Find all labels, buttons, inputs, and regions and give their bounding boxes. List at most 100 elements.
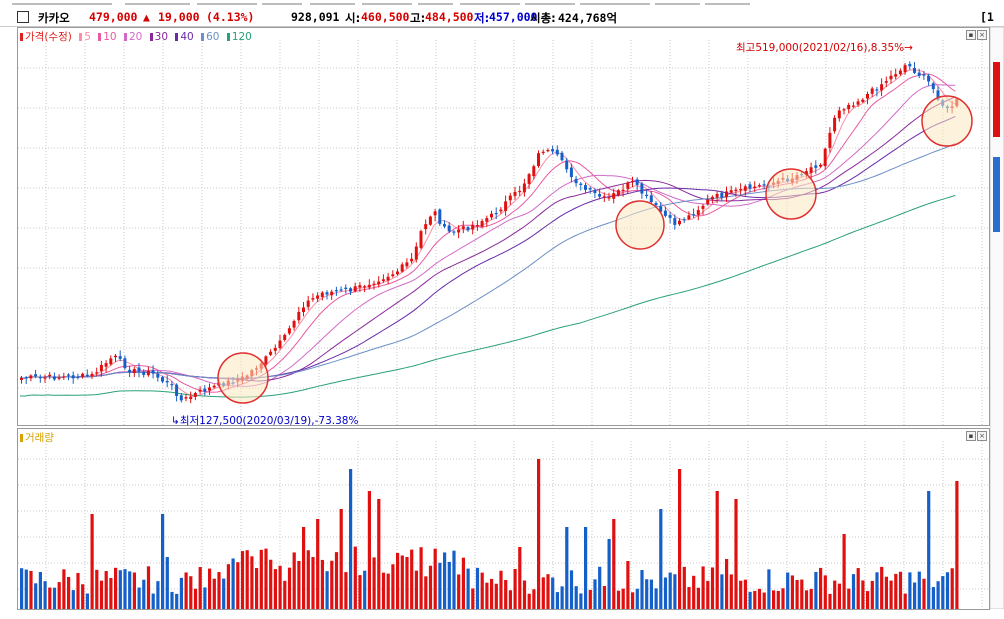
volume-bar [541, 577, 545, 609]
price-chart-panel[interactable]: 가격(수정) 5 10 20 30 40 60 120 ▪ × 최고519,00… [17, 27, 990, 427]
volume-bar [203, 587, 207, 609]
low-value: 457,000 [489, 10, 538, 24]
right-scale-bar[interactable] [990, 27, 1004, 609]
candle-body [410, 258, 414, 262]
candle-body [128, 369, 132, 373]
candle-body [377, 281, 381, 285]
volume-bar [678, 469, 682, 609]
candle-body [715, 193, 719, 198]
candle-body [396, 271, 399, 275]
volume-bar [706, 580, 710, 609]
candle-body [621, 189, 625, 191]
candle-body [649, 195, 653, 203]
volume-bar [950, 568, 954, 609]
volume-bar [24, 569, 28, 609]
volume-bar [240, 551, 245, 609]
candle-body [433, 211, 437, 216]
low-label: 저: [474, 11, 490, 25]
candle-body [725, 191, 728, 198]
candle-body [743, 186, 747, 191]
volume-bar [48, 587, 52, 609]
volume-bar [132, 572, 136, 609]
volume-bar [786, 572, 790, 609]
candle-body [311, 298, 315, 300]
volume-bar [743, 579, 747, 609]
volume-bar [311, 557, 315, 609]
volume-bar [306, 550, 310, 609]
volume-bar [349, 469, 353, 609]
legend-ma30: 30 [149, 31, 168, 43]
volume-bar [363, 570, 367, 609]
candle-body [814, 165, 818, 168]
candle-body [475, 225, 479, 227]
volume-bar [161, 514, 165, 609]
volume-bar [372, 557, 376, 609]
volume-panel-minimize-button[interactable]: ▪ [966, 431, 976, 441]
current-price: 479,000 [89, 10, 138, 24]
candle-body [640, 183, 644, 194]
candle-body [95, 372, 99, 374]
candle-body [659, 206, 663, 212]
candle-body [212, 385, 216, 388]
candle-body [287, 328, 291, 334]
legend-ma5: 5 [79, 31, 91, 43]
tab-strip-segment [125, 3, 190, 5]
volume-bar [146, 566, 151, 609]
candle-body [57, 377, 61, 379]
volume-panel-close-button[interactable]: × [977, 431, 987, 441]
ma-line-60 [19, 143, 956, 379]
period-tab[interactable]: [1 [980, 10, 994, 24]
volume-bar [156, 581, 160, 609]
candle-body [551, 149, 555, 152]
candle-body [391, 274, 395, 277]
volume-bar [114, 567, 118, 609]
high-annotation: 최고519,000(2021/02/16),8.35%→ [736, 40, 913, 55]
candle-body [184, 397, 188, 399]
volume-bar [137, 587, 141, 609]
candle-body [283, 334, 287, 340]
candle-body [165, 381, 169, 383]
tab-strip-segment [580, 3, 650, 5]
panel-minimize-button[interactable]: ▪ [966, 30, 976, 40]
volume-bar [504, 579, 508, 609]
volume-bar [62, 569, 66, 609]
candle-body [588, 188, 592, 190]
candle-body [161, 377, 164, 382]
volume-bar [894, 573, 898, 609]
volume-bar [833, 580, 837, 609]
volume-chart-panel[interactable]: 거래량 ▪ × [17, 428, 990, 610]
volume-bar [607, 539, 611, 609]
high-annotation-text: 최고519,000(2021/02/16),8.35% [736, 42, 905, 54]
volume-bar [819, 567, 823, 609]
legend-ma10-marker [98, 33, 102, 41]
panel-close-button[interactable]: × [977, 30, 987, 40]
candle-body [189, 396, 193, 400]
volume-bar [494, 583, 498, 609]
candle-body [579, 183, 583, 185]
candle-body [151, 370, 155, 374]
candle-body [673, 218, 677, 225]
candle-body [52, 376, 56, 380]
volume-bar [663, 577, 668, 609]
candle-body [861, 99, 865, 102]
candle-body [668, 215, 672, 218]
volume-bar [546, 574, 550, 609]
volume-bar [231, 558, 235, 609]
volume-bar [499, 570, 503, 609]
candle-body [34, 374, 38, 377]
select-checkbox[interactable] [17, 11, 29, 23]
candle-body [198, 389, 202, 392]
candle-body [114, 355, 117, 358]
candle-body [546, 149, 550, 152]
candle-body [847, 104, 851, 110]
candle-body [419, 231, 423, 248]
volume-bar [386, 573, 390, 609]
volume-legend: 거래량 [20, 430, 58, 445]
candle-body [598, 193, 602, 197]
volume-bar [165, 557, 169, 609]
volume-bar [593, 579, 597, 609]
ma-line-20 [19, 84, 956, 387]
candle-body [823, 148, 827, 167]
candle-body [414, 246, 418, 260]
candle-body [913, 68, 916, 73]
